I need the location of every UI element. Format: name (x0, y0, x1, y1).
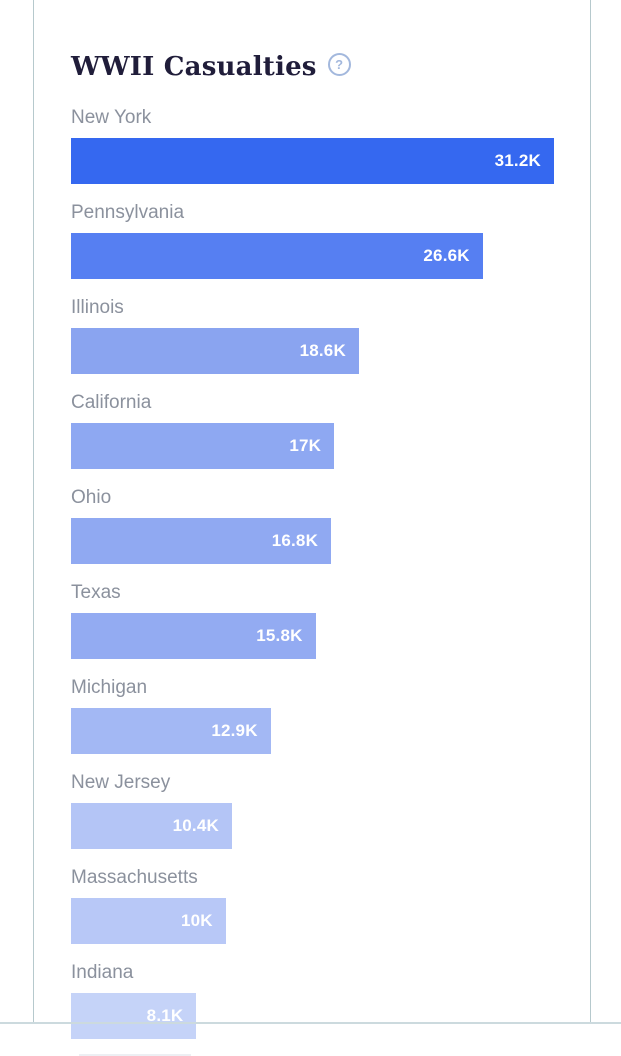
bar-value-label: 18.6K (299, 341, 346, 360)
bar-label: Massachusetts (71, 867, 198, 888)
help-icon[interactable]: ? (327, 53, 351, 76)
bottom-border (0, 1022, 621, 1024)
bar[interactable]: 15.8K (71, 613, 316, 659)
bar-label: Ohio (71, 487, 112, 508)
bar-label: New York (71, 107, 152, 128)
bar-label: Indiana (71, 962, 134, 983)
bar-value-label: 12.9K (211, 721, 258, 740)
bar-group: New Jersey 10.4K (71, 771, 554, 849)
bar-list: New York 31.2K Pennsylvania 26.6K Illino… (71, 106, 554, 1039)
chart-content: WWII Casualties ? New York 31.2K Pennsyl… (34, 0, 554, 1056)
bar-label: Pennsylvania (71, 202, 185, 223)
bar[interactable]: 10K (71, 898, 226, 944)
bar[interactable]: 31.2K (71, 138, 554, 184)
bar[interactable]: 10.4K (71, 803, 232, 849)
bar-label: New Jersey (71, 772, 171, 793)
bar[interactable]: 17K (71, 423, 335, 469)
bar-group: New York 31.2K (71, 106, 554, 184)
bar-group: Pennsylvania 26.6K (71, 201, 554, 279)
bar[interactable]: 12.9K (71, 708, 271, 754)
bar-group: Illinois 18.6K (71, 296, 554, 374)
bar-label: Michigan (71, 677, 148, 698)
bar-value-label: 15.8K (256, 626, 303, 645)
bar-group: Massachusetts 10K (71, 866, 554, 944)
bar[interactable]: 16.8K (71, 518, 332, 564)
bar-value-label: 31.2K (494, 151, 541, 170)
bar-value-label: 16.8K (271, 531, 319, 550)
bar-value-label: 10.4K (172, 816, 219, 835)
bar[interactable]: 8.1K (71, 993, 197, 1039)
bar-label: Texas (71, 582, 121, 603)
bar-value-label: 17K (289, 436, 322, 455)
bar-group: Texas 15.8K (71, 581, 554, 659)
bar-group: Ohio 16.8K (71, 486, 554, 564)
bar-value-label: 10K (181, 911, 213, 930)
bar-value-label: 26.6K (423, 246, 470, 265)
bar-label: Illinois (71, 297, 124, 318)
chart-panel: WWII Casualties ? New York 31.2K Pennsyl… (33, 0, 591, 1056)
title-row: WWII Casualties ? (71, 52, 554, 82)
page-title: WWII Casualties (71, 52, 317, 82)
bar-label: California (71, 392, 152, 413)
bar-group: Michigan 12.9K (71, 676, 554, 754)
bar[interactable]: 26.6K (71, 233, 483, 279)
bar-value-label: 8.1K (146, 1006, 184, 1025)
bar-group: Indiana 8.1K (71, 961, 554, 1039)
bar[interactable]: 18.6K (71, 328, 359, 374)
bar-group: California 17K (71, 391, 554, 469)
